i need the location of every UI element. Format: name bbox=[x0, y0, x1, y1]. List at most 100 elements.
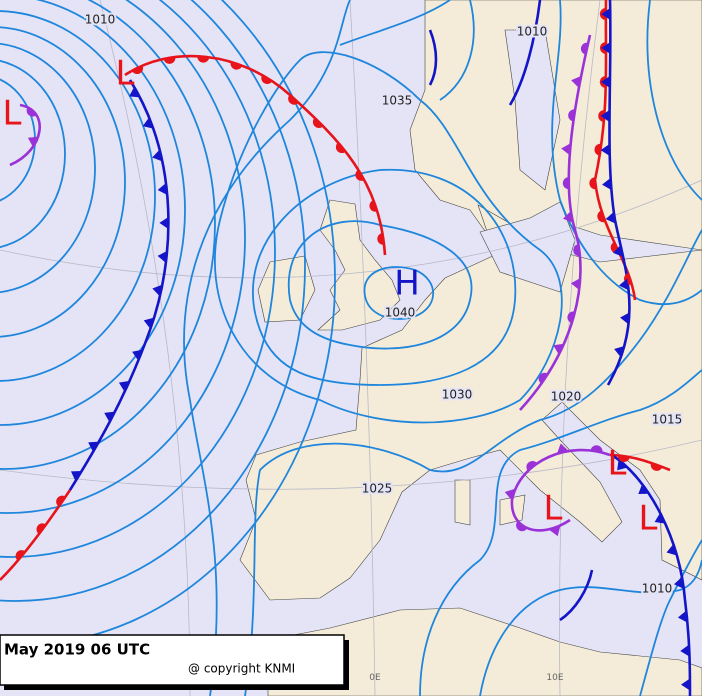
isobar-label: 1010 bbox=[642, 582, 673, 596]
front-symbol bbox=[377, 232, 385, 245]
isobar bbox=[646, 0, 702, 201]
front-symbol bbox=[526, 460, 538, 471]
front-line bbox=[606, 0, 631, 386]
front-symbol bbox=[159, 216, 169, 229]
front-symbol bbox=[590, 445, 603, 453]
isobar bbox=[244, 229, 702, 696]
front-symbol bbox=[118, 380, 130, 392]
isobar bbox=[0, 0, 216, 470]
front-symbol bbox=[677, 610, 688, 623]
front-symbol bbox=[597, 210, 606, 223]
isobar bbox=[0, 0, 246, 514]
isobar bbox=[0, 0, 186, 426]
land bbox=[239, 0, 702, 696]
front-symbol bbox=[562, 177, 569, 190]
front-symbol bbox=[666, 544, 677, 556]
front-symbol bbox=[561, 143, 571, 156]
isobar bbox=[0, 10, 156, 382]
isobar bbox=[439, 0, 475, 101]
isobar-label: 1030 bbox=[442, 388, 473, 402]
front-symbol bbox=[600, 75, 611, 88]
front-symbol bbox=[567, 311, 576, 324]
isobar bbox=[639, 539, 702, 696]
front-symbol bbox=[568, 109, 576, 122]
front-symbol bbox=[605, 211, 616, 224]
front-line bbox=[609, 453, 671, 472]
front-symbol bbox=[88, 441, 99, 453]
isobar-label: 1015 bbox=[652, 413, 683, 427]
front-symbol bbox=[369, 200, 378, 212]
isobar bbox=[339, 0, 451, 46]
low-center: L bbox=[608, 444, 627, 484]
isobar-label: 1010 bbox=[85, 13, 116, 27]
front-symbol bbox=[157, 183, 168, 195]
pressure-centers: L L L L L H bbox=[3, 54, 658, 539]
front-symbol bbox=[594, 143, 602, 156]
low-center: L bbox=[3, 94, 22, 134]
front-line bbox=[428, 29, 438, 86]
front-symbol bbox=[288, 94, 299, 105]
isobar bbox=[287, 220, 473, 350]
front-symbol bbox=[335, 142, 346, 154]
front-symbol bbox=[132, 349, 143, 361]
front-symbol bbox=[600, 109, 610, 122]
front-symbol bbox=[563, 211, 573, 223]
isobar bbox=[0, 0, 306, 602]
front-symbol bbox=[613, 245, 624, 257]
front-symbol bbox=[355, 169, 365, 181]
front-symbol bbox=[152, 284, 163, 297]
isobar-label: 1025 bbox=[362, 482, 393, 496]
front-line bbox=[510, 448, 611, 532]
front-symbol bbox=[549, 525, 561, 537]
front-symbol bbox=[197, 56, 210, 63]
front-symbol bbox=[142, 117, 154, 129]
front-symbol bbox=[312, 117, 324, 128]
isobar bbox=[419, 369, 702, 696]
map-title: May 2019 06 UTC bbox=[4, 641, 150, 659]
front-symbol bbox=[617, 459, 628, 471]
front-symbol bbox=[601, 177, 612, 190]
front-symbol bbox=[654, 512, 666, 524]
front-symbol bbox=[601, 41, 611, 54]
isobar-label: 1035 bbox=[382, 94, 413, 108]
isobar bbox=[0, 42, 96, 294]
front-symbol bbox=[143, 317, 155, 329]
front-symbol bbox=[650, 462, 663, 471]
isobar-label: 1010 bbox=[517, 25, 548, 39]
copyright: @ copyright KNMI bbox=[188, 662, 295, 676]
isobar bbox=[0, 0, 276, 558]
isobar bbox=[252, 168, 517, 386]
front-symbol bbox=[56, 495, 66, 507]
isobar-labels: 1010 1010 1035 1040 1030 1025 1020 1015 … bbox=[83, 11, 685, 598]
front-symbol bbox=[573, 244, 581, 257]
isobar bbox=[0, 59, 66, 249]
front-symbol bbox=[152, 149, 163, 162]
front-symbol bbox=[571, 76, 582, 88]
front-symbol bbox=[638, 483, 650, 495]
front-symbol bbox=[601, 7, 611, 20]
isobar bbox=[183, 0, 351, 696]
front-symbol bbox=[538, 372, 548, 384]
front-symbol bbox=[129, 86, 140, 98]
front-symbol bbox=[674, 576, 684, 589]
front-symbol bbox=[570, 278, 581, 291]
front-symbol bbox=[230, 61, 243, 70]
isobar-label: 1040 bbox=[385, 306, 416, 320]
meridian-label: 10E bbox=[546, 673, 563, 683]
front-symbol bbox=[26, 106, 38, 117]
high-center: H bbox=[394, 264, 420, 304]
front-symbol bbox=[580, 42, 589, 55]
front-symbol bbox=[553, 343, 564, 355]
isobar bbox=[479, 559, 702, 696]
front-symbol bbox=[261, 74, 273, 84]
isobar-label: 1020 bbox=[551, 390, 582, 404]
front-symbol bbox=[619, 278, 629, 291]
title-box: May 2019 06 UTC @ copyright KNMI bbox=[0, 634, 349, 690]
low-center: L bbox=[639, 499, 658, 539]
front-symbol bbox=[556, 443, 569, 454]
front-symbol bbox=[680, 644, 690, 657]
isobar bbox=[0, 26, 126, 338]
